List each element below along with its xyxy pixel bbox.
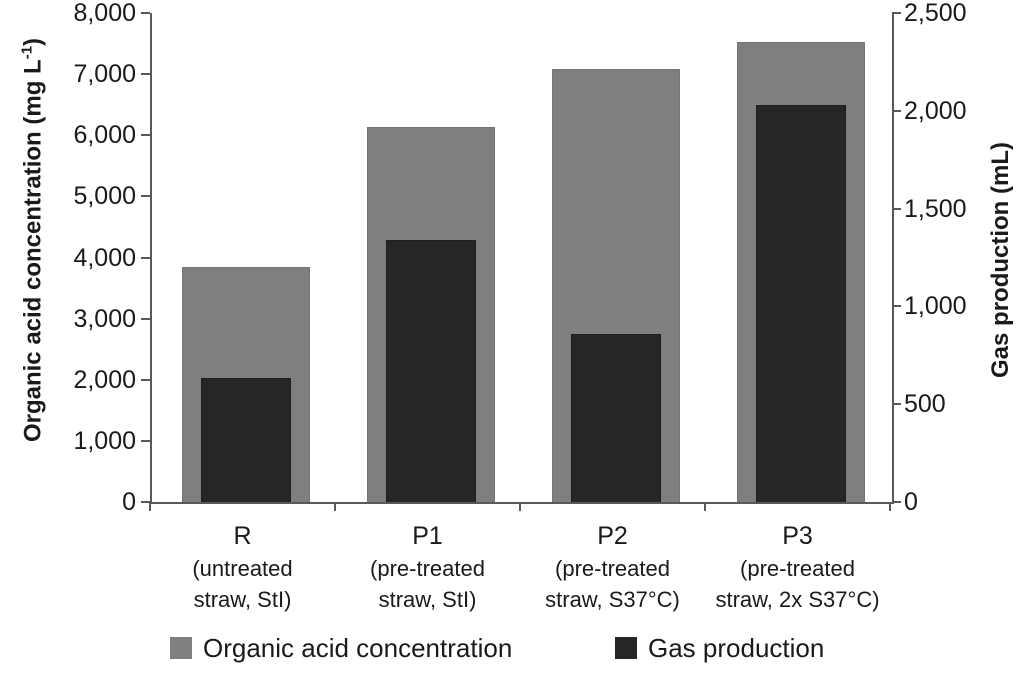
x-axis-category-sub1: (pre-treated <box>370 556 485 581</box>
right-axis-tick <box>892 207 901 210</box>
right-axis-tick <box>892 12 901 14</box>
right-axis-tick <box>892 403 901 406</box>
left-axis-tick-label: 3,000 <box>73 304 136 333</box>
x-axis-category-sub2: straw, StI) <box>378 587 477 612</box>
left-axis-tick <box>141 501 150 503</box>
x-axis-category-label: P2 (pre-treated straw, S37°C) <box>513 519 713 615</box>
right-axis-tick-label: 2,000 <box>904 96 967 125</box>
left-axis-tick <box>141 256 150 259</box>
left-axis-tick <box>141 317 150 320</box>
left-axis-tick-label: 8,000 <box>73 0 136 27</box>
bar-gas-production-P3 <box>756 105 846 502</box>
x-axis-category-sub2: straw, 2x S37°C) <box>715 587 880 612</box>
right-axis-tick-label: 500 <box>904 390 946 419</box>
left-axis-tick-label: 7,000 <box>73 60 136 89</box>
x-axis-category-sub2: straw, S37°C) <box>545 587 680 612</box>
right-axis-tick-label: 2,500 <box>904 0 967 27</box>
right-axis-tick <box>892 501 901 503</box>
x-axis-tick <box>519 502 521 511</box>
legend-swatch-icon <box>170 637 192 659</box>
left-axis-tick <box>141 134 150 137</box>
x-axis-category-label: P1 (pre-treated straw, StI) <box>328 519 528 615</box>
x-axis-category-code: P3 <box>782 522 813 550</box>
legend-item-organic-acid: Organic acid concentration <box>170 632 512 664</box>
x-axis-category-code: P2 <box>597 522 628 550</box>
x-axis-tick <box>889 502 891 511</box>
x-axis-category-sub1: (untreated <box>192 556 293 581</box>
left-axis-tick <box>141 12 150 14</box>
legend-item-label: Organic acid concentration <box>203 632 513 663</box>
x-axis-tick <box>704 502 706 511</box>
left-axis-tick-label: 2,000 <box>73 365 136 394</box>
x-axis-tick <box>149 502 151 511</box>
left-axis-tick-label: 5,000 <box>73 182 136 211</box>
right-axis-tick-label: 1,000 <box>904 292 967 321</box>
left-axis-tick <box>141 378 150 381</box>
right-axis-tick <box>892 305 901 308</box>
bar-gas-production-R <box>201 378 291 502</box>
left-axis-tick-label: 1,000 <box>73 426 136 455</box>
x-axis-category-sub1: (pre-treated <box>555 556 670 581</box>
right-axis-tick <box>892 109 901 112</box>
left-axis-tick <box>141 439 150 442</box>
legend-item-label: Gas production <box>648 632 825 663</box>
x-axis-category-sub2: straw, StI) <box>193 587 292 612</box>
right-axis-label: Gas production (mL) <box>987 142 1014 378</box>
bar-gas-production-P1 <box>386 240 476 502</box>
x-axis-category-label: R (untreated straw, StI) <box>143 519 343 615</box>
right-axis-tick-label: 1,500 <box>904 194 967 223</box>
left-axis-tick-label: 6,000 <box>73 121 136 150</box>
x-axis-category-sub1: (pre-treated <box>740 556 855 581</box>
legend-swatch-icon <box>615 637 637 659</box>
x-axis-category-label: P3 (pre-treated straw, 2x S37°C) <box>698 519 898 615</box>
left-axis-label-close: ) <box>19 37 47 46</box>
x-axis-category-code: R <box>233 522 252 550</box>
left-axis-tick-label: 4,000 <box>73 243 136 272</box>
left-axis-tick-label: 0 <box>122 488 136 516</box>
x-axis-tick <box>334 502 336 511</box>
bar-gas-production-P2 <box>571 334 661 502</box>
right-axis-tick-label: 0 <box>904 488 918 516</box>
left-axis-tick <box>141 195 150 198</box>
legend-item-gas-production: Gas production <box>615 632 824 664</box>
left-axis-label-superscript: -1 <box>18 45 36 60</box>
x-axis-category-code: P1 <box>412 522 443 550</box>
left-axis-tick <box>141 73 150 76</box>
plot-area <box>150 13 894 504</box>
